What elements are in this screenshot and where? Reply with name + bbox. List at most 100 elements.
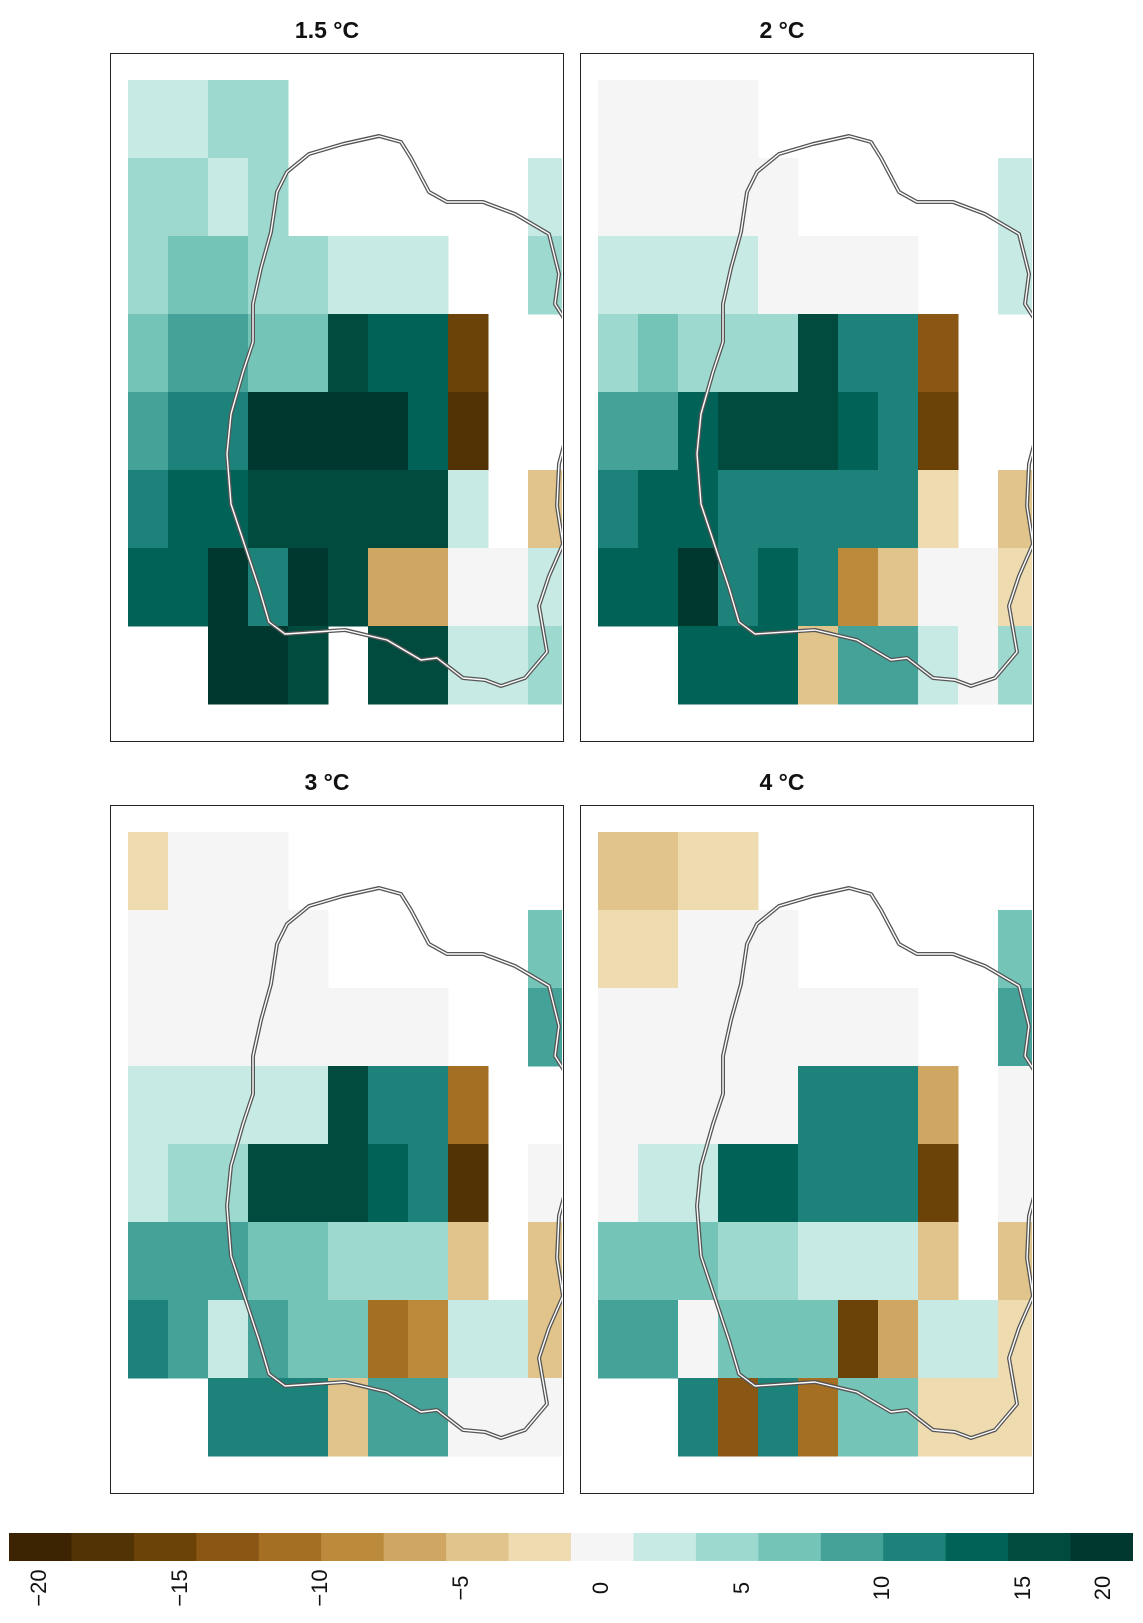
grid-cell: [328, 470, 369, 549]
map-panel-1: [110, 53, 564, 742]
grid-cell: [678, 832, 719, 911]
grid-cell: [878, 1378, 919, 1457]
grid-cell: [168, 80, 209, 159]
grid-cell: [998, 1066, 1032, 1145]
colorbar-swatch: [71, 1533, 135, 1561]
grid-cell: [638, 1300, 679, 1379]
grid-cell: [638, 1066, 679, 1145]
grid-cell: [168, 392, 209, 471]
grid-cell: [758, 158, 799, 237]
grid-cell: [638, 988, 679, 1067]
grid-cell: [918, 1300, 959, 1379]
grid-cell: [718, 626, 759, 705]
grid-cell: [328, 988, 369, 1067]
grid-cell: [878, 236, 919, 315]
colorbar-swatch: [446, 1533, 510, 1561]
grid-cell: [958, 548, 999, 627]
region-boundary-inner: [226, 887, 562, 1439]
grid-cell: [638, 314, 679, 393]
colorbar-swatch: [820, 1533, 884, 1561]
grid-cell: [328, 314, 369, 393]
grid-cell: [598, 832, 639, 911]
grid-cell: [368, 1222, 409, 1301]
colorbar-swatch: [1070, 1533, 1133, 1561]
grid-cell: [288, 236, 329, 315]
grid-cell: [208, 988, 249, 1067]
grid-cell: [958, 1300, 999, 1379]
colorbar-swatch: [633, 1533, 697, 1561]
grid-cell: [678, 158, 719, 237]
grid-cell: [328, 1222, 369, 1301]
grid-cell: [758, 548, 799, 627]
grid-cell: [718, 1378, 759, 1457]
grid-cell: [838, 392, 879, 471]
grid-cell: [168, 832, 209, 911]
grid-cell: [368, 548, 409, 627]
grid-cell: [448, 1066, 489, 1145]
grid-cell: [168, 910, 209, 989]
grid-cell: [128, 392, 169, 471]
grid-cell: [208, 910, 249, 989]
grid-cell: [288, 1300, 329, 1379]
grid-cell: [598, 236, 639, 315]
grid-cell: [368, 470, 409, 549]
grid-cell: [758, 470, 799, 549]
grid-cell: [288, 548, 329, 627]
grid-cell: [878, 1066, 919, 1145]
region-boundary-inner: [696, 887, 1032, 1439]
grid-cell: [598, 158, 639, 237]
grid-cell: [128, 158, 169, 237]
grid-cell: [718, 1144, 759, 1223]
grid-cell: [248, 626, 289, 705]
grid-cell: [368, 1066, 409, 1145]
map-panel-3: [110, 805, 564, 1494]
colorbar-tick: 5: [729, 1581, 754, 1595]
grid-cell: [798, 1300, 839, 1379]
grid-cell: [598, 1222, 639, 1301]
grid-cell: [758, 910, 799, 989]
grid-cell: [168, 548, 209, 627]
grid-cell: [288, 314, 329, 393]
grid-cell: [288, 626, 329, 705]
grid-cell: [718, 80, 759, 159]
grid-cell: [328, 1300, 369, 1379]
colorbar-swatch: [883, 1533, 947, 1561]
grid-cell: [248, 392, 289, 471]
map-panel-2: [580, 53, 1034, 742]
grid-cell: [448, 1378, 489, 1457]
grid-cell: [678, 626, 719, 705]
grid-cell: [128, 314, 169, 393]
grid-cell: [288, 1066, 329, 1145]
grid-cell: [958, 1378, 999, 1457]
grid-cell: [758, 1300, 799, 1379]
grid-cell: [598, 314, 639, 393]
grid-cell: [758, 626, 799, 705]
grid-cell: [838, 1222, 879, 1301]
grid-cell: [638, 1144, 679, 1223]
grid-cell: [758, 1222, 799, 1301]
map-3: [128, 832, 562, 1457]
grid-cell: [408, 988, 449, 1067]
grid-cell: [448, 470, 489, 549]
grid-cell: [838, 314, 879, 393]
grid-cell: [288, 1144, 329, 1223]
grid-cell: [718, 1222, 759, 1301]
grid-cell: [918, 1222, 959, 1301]
grid-cell: [638, 832, 679, 911]
grid-cell: [598, 392, 639, 471]
grid-cell: [128, 1144, 169, 1223]
grid-cell: [488, 1378, 529, 1457]
colorbar-tick: 0: [588, 1581, 613, 1595]
grid-cell: [408, 548, 449, 627]
colorbar-swatch: [571, 1533, 635, 1561]
grid-cell: [758, 988, 799, 1067]
grid-cell: [838, 470, 879, 549]
grid-cell: [878, 548, 919, 627]
colorbar-swatch: [258, 1533, 322, 1561]
grid-cell: [638, 80, 679, 159]
grid-cell: [878, 392, 919, 471]
grid-cell: [678, 80, 719, 159]
grid-cell: [408, 1300, 449, 1379]
map-1: [128, 80, 562, 705]
grid-cell: [918, 1378, 959, 1457]
